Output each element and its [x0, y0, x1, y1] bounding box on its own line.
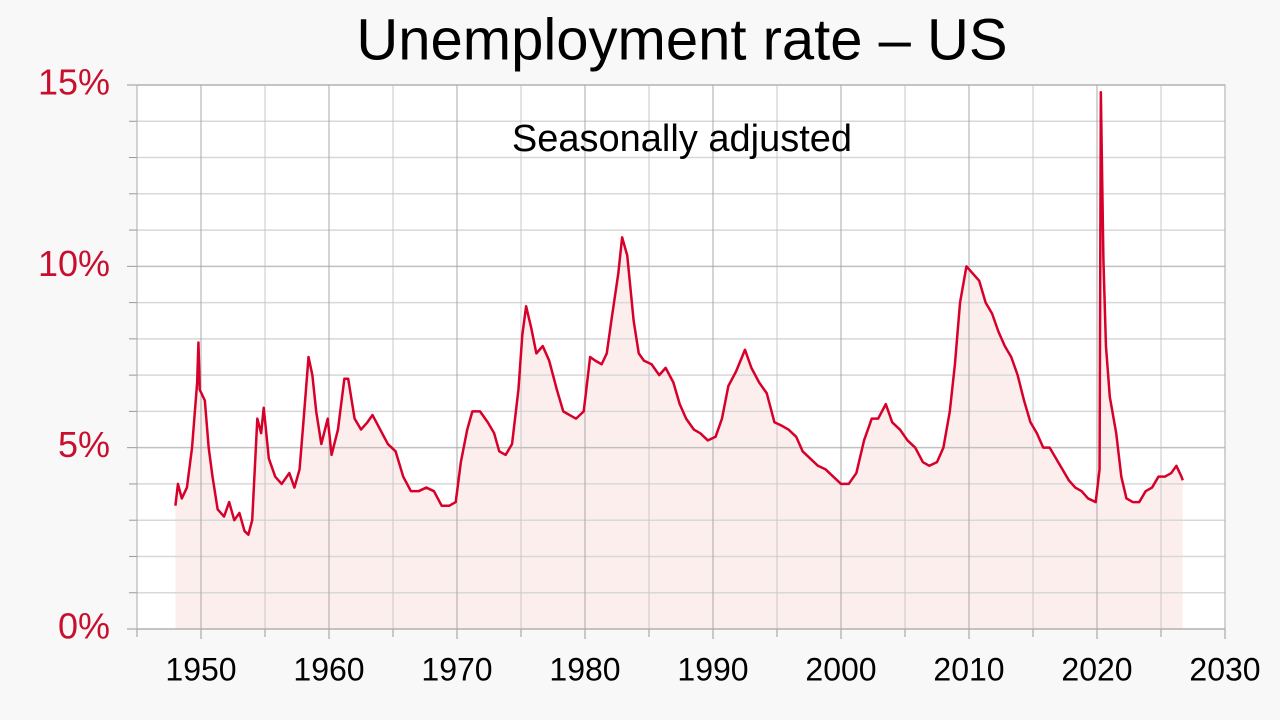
- x-tick-label: 1950: [165, 651, 236, 687]
- y-tick-label: 10%: [38, 243, 110, 284]
- chart-subtitle: Seasonally adjusted: [512, 118, 852, 160]
- x-tick-label: 1980: [549, 651, 620, 687]
- x-tick-label: 2030: [1189, 651, 1260, 687]
- x-tick-label: 2000: [805, 651, 876, 687]
- x-tick-label: 2020: [1061, 651, 1132, 687]
- plot-frame: [136, 84, 1226, 630]
- chart-title: Unemployment rate – US: [356, 7, 1007, 72]
- area: [175, 92, 1183, 629]
- y-tick-label: 15%: [38, 62, 110, 103]
- x-tick-label: 2010: [933, 651, 1004, 687]
- line: [174, 91, 1184, 536]
- x-tick-label: 1960: [293, 651, 364, 687]
- y-tick-label: 5%: [58, 424, 110, 465]
- x-tick-label: 1970: [421, 651, 492, 687]
- y-tick-label: 0%: [58, 606, 110, 647]
- x-tick-label: 1990: [677, 651, 748, 687]
